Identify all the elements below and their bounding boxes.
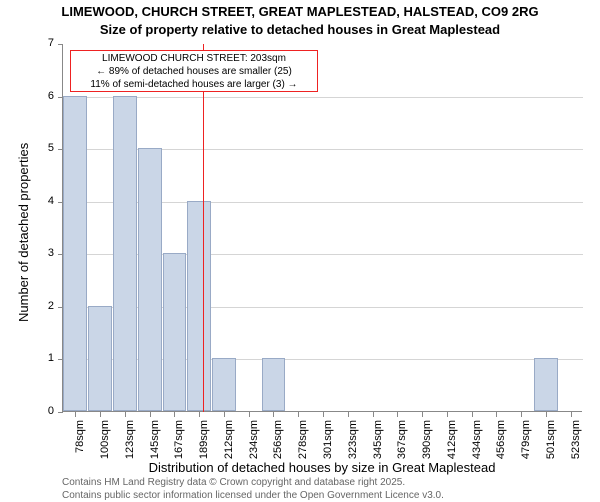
xtick-mark: [397, 412, 398, 417]
xtick-label: 367sqm: [396, 420, 408, 460]
histogram-bar: [138, 148, 162, 411]
xtick-mark: [348, 412, 349, 417]
ytick-mark: [58, 97, 63, 98]
xtick-mark: [521, 412, 522, 417]
xtick-label: 456sqm: [495, 420, 507, 460]
xtick-label: 100sqm: [99, 420, 111, 460]
histogram-bar: [212, 358, 236, 411]
xtick-label: 78sqm: [74, 420, 86, 460]
chart-title-line1: LIMEWOOD, CHURCH STREET, GREAT MAPLESTEA…: [0, 4, 600, 19]
chart-title-line2: Size of property relative to detached ho…: [0, 22, 600, 37]
xtick-label: 323sqm: [347, 420, 359, 460]
xtick-label: 501sqm: [545, 420, 557, 460]
xtick-label: 301sqm: [322, 420, 334, 460]
ytick-mark: [58, 412, 63, 413]
ytick-label: 7: [34, 37, 54, 49]
histogram-bar: [88, 306, 112, 411]
xtick-label: 123sqm: [124, 420, 136, 460]
xtick-label: 434sqm: [471, 420, 483, 460]
histogram-bar: [163, 253, 187, 411]
annotation-line-3: 11% of semi-detached houses are larger (…: [73, 78, 315, 91]
xtick-mark: [422, 412, 423, 417]
ytick-label: 4: [34, 195, 54, 207]
ytick-mark: [58, 254, 63, 255]
xtick-label: 212sqm: [223, 420, 235, 460]
xtick-label: 145sqm: [149, 420, 161, 460]
ytick-label: 6: [34, 90, 54, 102]
footer-line-2: Contains public sector information licen…: [62, 489, 444, 502]
ytick-label: 2: [34, 300, 54, 312]
histogram-bar: [113, 96, 137, 411]
annotation-line-2: ← 89% of detached houses are smaller (25…: [73, 65, 315, 78]
xtick-label: 189sqm: [198, 420, 210, 460]
footer-attribution: Contains HM Land Registry data © Crown c…: [62, 476, 444, 502]
xtick-mark: [224, 412, 225, 417]
xtick-mark: [100, 412, 101, 417]
chart-container: { "title": { "line1": "LIMEWOOD, CHURCH …: [0, 0, 600, 500]
ytick-mark: [58, 202, 63, 203]
xtick-label: 390sqm: [421, 420, 433, 460]
xtick-mark: [150, 412, 151, 417]
xtick-mark: [75, 412, 76, 417]
xtick-label: 345sqm: [372, 420, 384, 460]
xtick-label: 234sqm: [248, 420, 260, 460]
xtick-mark: [125, 412, 126, 417]
ytick-mark: [58, 307, 63, 308]
ytick-mark: [58, 359, 63, 360]
xtick-label: 167sqm: [173, 420, 185, 460]
xtick-mark: [273, 412, 274, 417]
ytick-label: 5: [34, 142, 54, 154]
xtick-mark: [447, 412, 448, 417]
ytick-mark: [58, 149, 63, 150]
annotation-box: LIMEWOOD CHURCH STREET: 203sqm ← 89% of …: [70, 50, 318, 92]
xtick-label: 479sqm: [520, 420, 532, 460]
histogram-bar: [63, 96, 87, 411]
y-axis-label: Number of detached properties: [16, 143, 31, 322]
xtick-label: 523sqm: [570, 420, 582, 460]
xtick-mark: [174, 412, 175, 417]
xtick-mark: [496, 412, 497, 417]
marker-line: [203, 44, 204, 412]
xtick-label: 256sqm: [272, 420, 284, 460]
xtick-mark: [472, 412, 473, 417]
histogram-bar: [262, 358, 286, 411]
xtick-mark: [571, 412, 572, 417]
ytick-label: 1: [34, 352, 54, 364]
histogram-bar: [187, 201, 211, 411]
xtick-mark: [323, 412, 324, 417]
ytick-mark: [58, 44, 63, 45]
ytick-label: 0: [34, 405, 54, 417]
xtick-mark: [373, 412, 374, 417]
annotation-line-1: LIMEWOOD CHURCH STREET: 203sqm: [73, 52, 315, 65]
xtick-mark: [249, 412, 250, 417]
plot-area: [62, 44, 582, 412]
xtick-mark: [298, 412, 299, 417]
x-axis-label: Distribution of detached houses by size …: [62, 460, 582, 475]
xtick-label: 278sqm: [297, 420, 309, 460]
xtick-mark: [546, 412, 547, 417]
ytick-label: 3: [34, 247, 54, 259]
footer-line-1: Contains HM Land Registry data © Crown c…: [62, 476, 444, 489]
gridline: [63, 97, 583, 98]
xtick-mark: [199, 412, 200, 417]
xtick-label: 412sqm: [446, 420, 458, 460]
histogram-bar: [534, 358, 558, 411]
